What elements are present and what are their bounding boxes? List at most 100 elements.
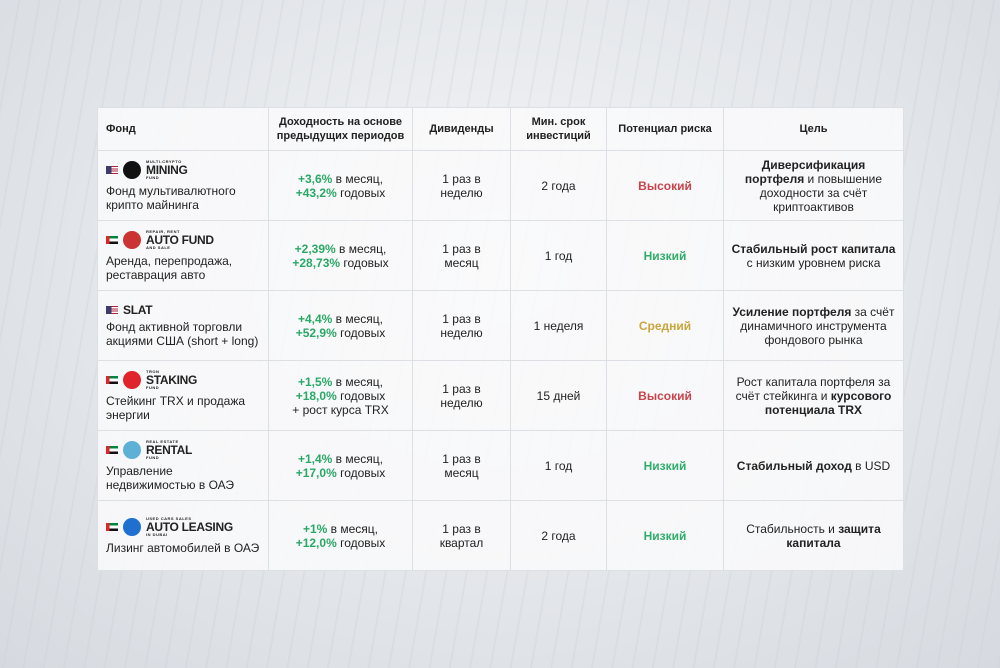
returns-cell: +1% в месяц, +12,0% годовых	[268, 500, 413, 571]
dividends: 1 раз в месяц	[442, 451, 481, 480]
dividends-cell: 1 раз в неделю	[412, 150, 511, 221]
returns-text: годовых	[336, 388, 386, 403]
goal-cell: Стабильный рост капитала с низким уровне…	[723, 220, 904, 291]
fund-cell: REAL ESTATE RENTAL FUND Управление недвижим…	[97, 430, 269, 501]
returns-text: в месяц,	[335, 241, 387, 256]
fund-logo: SLAT	[106, 304, 262, 316]
fund-logo: TRON STAKING FUND	[106, 369, 262, 390]
goal-part: Диверсификация портфеля	[744, 157, 866, 186]
returns-text: +43,2%	[295, 185, 337, 200]
risk-cell: Низкий	[606, 220, 724, 291]
returns-line: +4,4% в месяц,	[275, 312, 406, 326]
term-cell: 2 года	[510, 150, 607, 221]
returns-text: +12,0%	[295, 535, 337, 550]
logo-name: RENTAL	[146, 442, 192, 457]
returns-text: +1,5%	[297, 374, 333, 389]
flag	[106, 522, 118, 531]
goal-part: Стабильность	[746, 521, 825, 536]
flag	[106, 375, 118, 384]
returns-text: годовых	[340, 255, 389, 270]
dividends-cell: 1 раз в месяц	[412, 220, 511, 291]
column-header: Фонд	[97, 107, 269, 151]
logo-top: REPAIR, RENT	[146, 228, 180, 234]
returns-text: +18,0%	[295, 388, 337, 403]
term-cell: 15 дней	[510, 360, 607, 431]
fund-icon	[123, 517, 141, 536]
column-header: Цель	[723, 107, 904, 151]
fund-cell: USED CARS SALES AUTO LEASING IN DUBAI Лизин…	[97, 500, 269, 571]
goal-part: и повышение доходности за счёт криптоакт…	[759, 171, 883, 214]
goal-cell: Диверсификация портфеля и повышение дохо…	[723, 150, 904, 221]
returns-text: + рост курса TRX	[292, 402, 389, 417]
goal-part: защита капитала	[786, 521, 881, 550]
goal-part: за счёт динамичного инструмента фондовог…	[740, 304, 895, 347]
risk-cell: Низкий	[606, 430, 724, 501]
returns-text: в месяц,	[332, 171, 384, 186]
returns-line: +17,0% годовых	[275, 466, 406, 480]
risk-level: Низкий	[643, 248, 687, 263]
fund-description: Фонд активной торговли акциями США (shor…	[106, 319, 259, 348]
returns-cell: +1,4% в месяц, +17,0% годовых	[268, 430, 413, 501]
returns-text: +2,39%	[294, 241, 336, 256]
goal-cell: Стабильный доход в USD	[723, 430, 904, 501]
logo-name: STAKING	[146, 372, 198, 387]
flag	[106, 305, 118, 314]
logo-top: MULTI-CRYPTO	[146, 158, 182, 164]
returns-line: +1,4% в месяц,	[275, 452, 406, 466]
goal-part: Усиление портфеля	[732, 304, 852, 319]
logo-text: REPAIR, RENT AUTO FUND AND SALE	[146, 228, 214, 250]
returns-text: годовых	[336, 185, 386, 200]
logo-text: REAL ESTATE RENTAL FUND	[146, 438, 192, 460]
fund-cell: MULTI-CRYPTO MINING FUND Фонд мультивалютно…	[97, 150, 269, 221]
logo-bottom: FUND	[146, 454, 160, 460]
risk-cell: Высокий	[606, 150, 724, 221]
dividends: 1 раз в месяц	[442, 241, 481, 270]
goal-text: Усиление портфеля за счёт динамичного ин…	[731, 305, 896, 347]
returns-line: +52,9% годовых	[275, 326, 406, 340]
returns-text: +28,73%	[292, 255, 341, 270]
fund-icon	[123, 440, 141, 459]
risk-level: Низкий	[643, 458, 687, 473]
fund-logo: REPAIR, RENT AUTO FUND AND SALE	[106, 228, 262, 250]
returns-text: годовых	[336, 325, 386, 340]
flag	[106, 165, 118, 174]
fund-logo: REAL ESTATE RENTAL FUND	[106, 438, 262, 460]
returns-cell: +4,4% в месяц, +52,9% годовых	[268, 290, 413, 361]
returns-line: +28,73% годовых	[275, 256, 406, 270]
goal-part: с низким уровнем риска	[746, 255, 881, 270]
returns-line: +1,5% в месяц,	[275, 375, 406, 389]
fund-row: USED CARS SALES AUTO LEASING IN DUBAI Лизин…	[97, 500, 904, 571]
logo-bottom: IN DUBAI	[146, 531, 168, 537]
term-cell: 2 года	[510, 500, 607, 571]
risk-level: Низкий	[643, 528, 687, 543]
funds-table: Фонд Доходность на основе предыдущих пери…	[97, 107, 904, 571]
fund-description: Фонд мультивалютного крипто майнинга	[106, 183, 236, 212]
term-cell: 1 год	[510, 220, 607, 291]
risk-level: Высокий	[638, 388, 692, 403]
fund-row: MULTI-CRYPTO MINING FUND Фонд мультивалютно…	[97, 150, 904, 221]
logo-top: USED CARS SALES	[146, 515, 192, 521]
fund-logo: MULTI-CRYPTO MINING FUND	[106, 158, 262, 180]
returns-line: + рост курса TRX	[275, 403, 406, 417]
goal-part: Стабильный доход	[736, 458, 852, 473]
goal-text: Рост капитала портфеля за счёт стейкинга…	[731, 375, 896, 417]
logo-name: AUTO LEASING	[146, 519, 233, 534]
returns-line: +2,39% в месяц,	[275, 242, 406, 256]
logo-text: MULTI-CRYPTO MINING FUND	[146, 158, 188, 180]
returns-text: годовых	[336, 535, 386, 550]
risk-level: Высокий	[638, 178, 692, 193]
flag	[106, 235, 118, 244]
risk-cell: Низкий	[606, 500, 724, 571]
dividends: 1 раз в неделю	[440, 381, 483, 410]
fund-logo: USED CARS SALES AUTO LEASING IN DUBAI	[106, 515, 262, 537]
flag	[106, 445, 118, 454]
logo-name: MINING	[146, 162, 188, 177]
dividends-cell: 1 раз в неделю	[412, 360, 511, 431]
logo-top: REAL ESTATE	[146, 438, 179, 444]
risk-level: Средний	[638, 318, 692, 333]
risk-cell: Средний	[606, 290, 724, 361]
fund-cell: REPAIR, RENT AUTO FUND AND SALE Аренда, пер…	[97, 220, 269, 291]
goal-text: Стабильность и защита капитала	[731, 522, 896, 550]
